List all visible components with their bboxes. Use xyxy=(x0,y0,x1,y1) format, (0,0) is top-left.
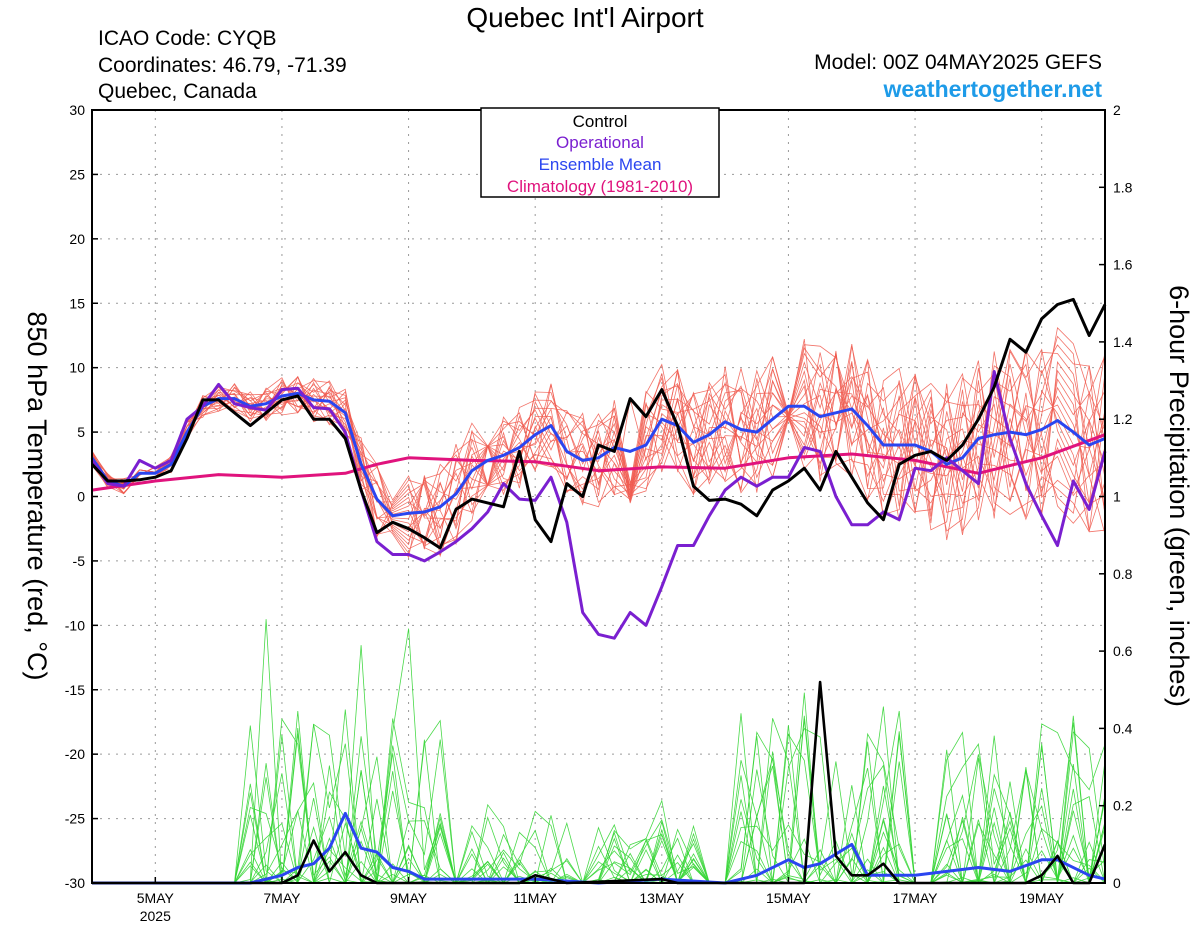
series-lines xyxy=(90,297,1107,885)
temperature-member-line xyxy=(91,344,1106,550)
x-tick-label: 13MAY xyxy=(639,890,685,906)
legend-control: Control xyxy=(573,112,628,131)
x-tick-label: 15MAY xyxy=(766,890,812,906)
temperature-member-line xyxy=(91,372,1106,547)
y-tick-label: -30 xyxy=(65,875,85,891)
y-tick-label: 30 xyxy=(69,102,85,118)
x-tick-label: 7MAY xyxy=(263,890,301,906)
site-link[interactable]: weathertogether.net xyxy=(883,76,1102,102)
x-tick-label: 5MAY xyxy=(137,890,175,906)
precipitation-member-line xyxy=(92,710,1106,884)
y2-tick-label: 2 xyxy=(1113,102,1121,118)
y-axis-ticks: 30 25 20 15 10 5 0 -5 -10 -15 -20 -25 -30 xyxy=(65,102,98,891)
y-tick-label: 20 xyxy=(69,231,85,247)
y2-tick-label: 1.4 xyxy=(1113,334,1133,350)
precipitation-member-line xyxy=(92,718,1106,885)
series-line-climatology-1981-2010 xyxy=(91,433,1106,492)
y2-axis-label: 6-hour Precipitation (green, inches) xyxy=(1164,285,1194,707)
legend-box xyxy=(480,107,720,198)
precipitation-member-line xyxy=(92,732,1106,884)
y2-tick-label: 0.8 xyxy=(1113,566,1133,582)
y2-tick-label: 1.6 xyxy=(1113,257,1133,273)
y-tick-label: -10 xyxy=(65,617,85,633)
y2-axis-ticks: 2 1.8 1.6 1.4 1.2 1 0.8 0.6 0.4 0.2 0 xyxy=(1099,102,1133,891)
temperature-member-line xyxy=(91,345,1106,546)
temperature-member-line xyxy=(91,335,1106,556)
temperature-member-line xyxy=(91,344,1106,522)
y2-tick-label: 1 xyxy=(1113,489,1121,505)
location: Quebec, Canada xyxy=(98,80,257,103)
legend: Control Operational Ensemble Mean Climat… xyxy=(480,107,720,198)
precipitation-member-line xyxy=(92,719,1106,885)
y-tick-label: 25 xyxy=(69,166,85,182)
series-line-operational xyxy=(90,370,1107,640)
series-line-control-precipitation xyxy=(92,680,1107,885)
ensemble-members xyxy=(91,326,1106,885)
y2-tick-label: 1.8 xyxy=(1113,179,1133,195)
x-tick-label: 9MAY xyxy=(390,890,428,906)
y-tick-label: -20 xyxy=(65,746,85,762)
legend-climatology: Climatology (1981-2010) xyxy=(507,177,693,196)
x-axis-ticks: 5MAY 2025 7MAY 9MAY 11MAY 13MAY 15MAY 17MAY 19MA… xyxy=(137,877,1065,924)
x-tick-label: 11MAY xyxy=(513,890,557,906)
y-tick-label: 15 xyxy=(69,295,85,311)
precipitation-member-line xyxy=(92,735,1106,885)
y2-tick-label: 0.4 xyxy=(1113,720,1133,736)
icao-code: ICAO Code: CYQB xyxy=(98,27,277,50)
precipitation-member-line xyxy=(92,731,1106,885)
y2-tick-label: 1.2 xyxy=(1113,411,1133,427)
model-run: Model: 00Z 04MAY2025 GEFS xyxy=(814,51,1102,74)
grid xyxy=(92,110,1105,883)
temperature-member-line xyxy=(91,339,1106,533)
x-tick-label: 19MAY xyxy=(1019,890,1065,906)
precipitation-member-line xyxy=(92,735,1106,884)
y2-tick-label: 0 xyxy=(1113,875,1121,891)
y-tick-label: -15 xyxy=(65,682,85,698)
legend-ensemble-mean: Ensemble Mean xyxy=(539,155,662,174)
x-tick-year: 2025 xyxy=(140,908,171,924)
coordinates: Coordinates: 46.79, -71.39 xyxy=(98,54,347,77)
y-tick-label: 0 xyxy=(77,489,85,505)
x-tick-label: 17MAY xyxy=(893,890,939,906)
plot-frame xyxy=(91,109,1106,884)
series-line-control xyxy=(90,297,1107,550)
temperature-member-line xyxy=(91,349,1106,524)
legend-operational: Operational xyxy=(556,133,644,152)
y-tick-label: -5 xyxy=(73,553,86,569)
temperature-member-line xyxy=(91,347,1106,550)
y2-tick-label: 0.6 xyxy=(1113,643,1133,659)
y-tick-label: 5 xyxy=(77,424,85,440)
y-tick-label: -25 xyxy=(65,811,85,827)
precipitation-member-line xyxy=(92,731,1106,885)
y-tick-label: 10 xyxy=(69,360,85,376)
y2-tick-label: 0.2 xyxy=(1113,798,1133,814)
temperature-member-line xyxy=(91,348,1106,559)
temperature-member-line xyxy=(91,352,1106,547)
y-axis-label: 850 hPa Temperature (red, °C) xyxy=(22,312,52,681)
chart-title: Quebec Int'l Airport xyxy=(466,2,704,33)
